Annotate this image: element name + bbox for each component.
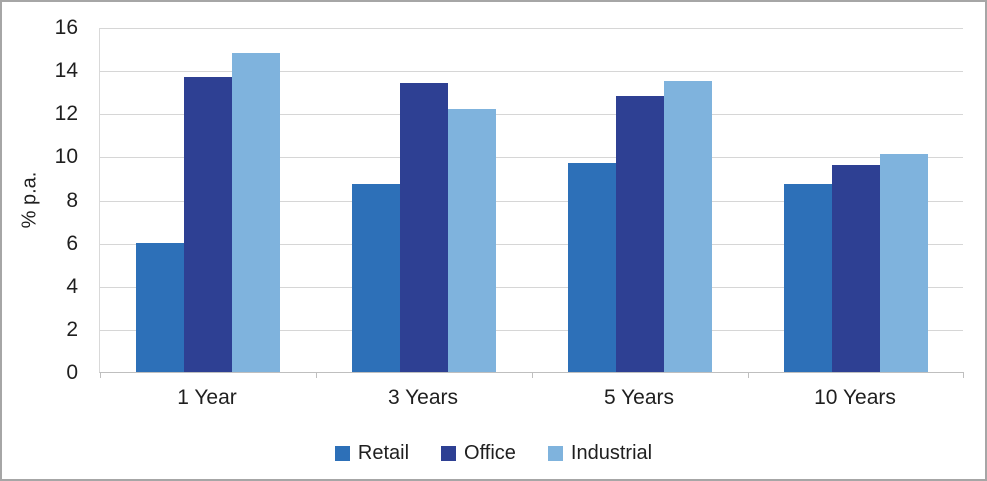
y-tick-label-0: 0: [66, 361, 78, 384]
bar-retail-3-years: [352, 184, 400, 372]
y-axis-tick-labels: 0 2 4 6 8 10 12 14 16: [2, 2, 78, 479]
legend-label-office: Office: [464, 441, 516, 464]
bar-industrial-10-years: [880, 154, 928, 372]
y-tick-label-12: 12: [54, 102, 78, 126]
legend-item-retail: Retail: [334, 441, 410, 465]
x-axis-tick-0: [100, 372, 101, 378]
bar-industrial-5-years: [664, 81, 712, 372]
legend-label-industrial: Industrial: [570, 441, 653, 464]
bar-group-10-years: [748, 28, 964, 372]
bar-group-3-years: [316, 28, 532, 372]
bar-retail-10-years: [784, 184, 832, 372]
gridline-8: [100, 200, 963, 202]
bar-retail-1-year: [136, 243, 184, 372]
gridline-16: [100, 28, 963, 29]
x-label-5-years: 5 Years: [603, 386, 675, 409]
bar-industrial-3-years: [448, 109, 496, 372]
plot-area: [99, 28, 964, 378]
legend-item-industrial: Industrial: [547, 441, 653, 465]
legend-swatch-office: [441, 445, 457, 461]
y-tick-label-10: 10: [54, 145, 78, 169]
bar-office-3-years: [400, 83, 448, 372]
bar-office-5-years: [616, 96, 664, 372]
gridline-4: [100, 286, 963, 288]
legend-swatch-industrial: [547, 445, 563, 461]
bar-group-1-year: [100, 28, 316, 372]
y-tick-label-2: 2: [66, 317, 78, 341]
gridline-12: [100, 114, 963, 116]
legend-swatch-retail: [334, 445, 350, 461]
y-tick-label-8: 8: [66, 188, 78, 212]
gridline-10: [100, 157, 963, 159]
bar-office-1-year: [184, 77, 232, 372]
x-axis-tick-1: [316, 372, 317, 378]
x-label-3-years: 3 Years: [387, 386, 459, 409]
y-tick-label-4: 4: [66, 274, 78, 298]
bar-retail-5-years: [568, 163, 616, 372]
legend: Retail Office Industrial: [2, 438, 985, 468]
legend-item-office: Office: [441, 442, 516, 465]
y-tick-label-6: 6: [66, 231, 78, 255]
x-axis-tick-3: [748, 372, 749, 378]
x-label-10-years: 10 Years: [814, 386, 896, 409]
y-tick-label-16: 16: [54, 16, 78, 39]
bar-office-10-years: [832, 165, 880, 372]
x-axis-tick-2: [532, 372, 533, 378]
x-label-1-year: 1 Year: [177, 386, 237, 409]
gridline-6: [100, 243, 963, 245]
x-axis-tick-4: [963, 372, 964, 378]
gridline-14: [100, 71, 963, 73]
bar-group-5-years: [532, 28, 748, 372]
gridline-2: [100, 329, 963, 331]
bar-industrial-1-year: [232, 53, 280, 372]
y-tick-label-14: 14: [54, 59, 78, 83]
legend-label-retail: Retail: [357, 441, 410, 464]
x-axis-labels: 1 Year 3 Years 5 Years 10 Years: [99, 386, 963, 410]
